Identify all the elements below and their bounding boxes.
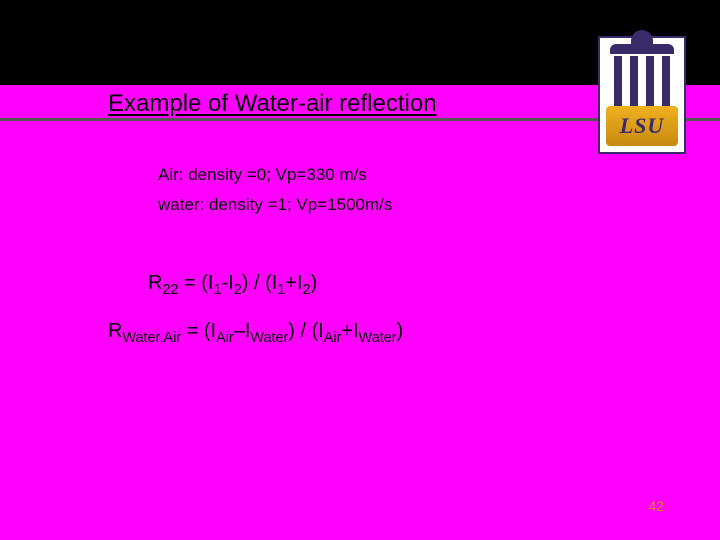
air-properties-text: Air: density =0; Vp=330 m/s	[158, 165, 367, 185]
page-number: 42	[648, 498, 664, 514]
logo-gold-plate: LSU	[606, 106, 678, 146]
slide-title: Example of Water-air reflection	[108, 90, 437, 118]
lsu-logo: LSU	[598, 36, 686, 154]
logo-building-icon	[610, 44, 674, 106]
water-properties-text: water: density =1; Vp=1500m/s	[158, 195, 392, 215]
reflection-formula-generic: R22 = (I1-I2) / (I1+I2)	[148, 272, 317, 298]
reflection-formula-water-air: RWater.Air = (IAir–IWater) / (IAir+IWate…	[108, 320, 403, 346]
logo-text: LSU	[620, 113, 665, 139]
